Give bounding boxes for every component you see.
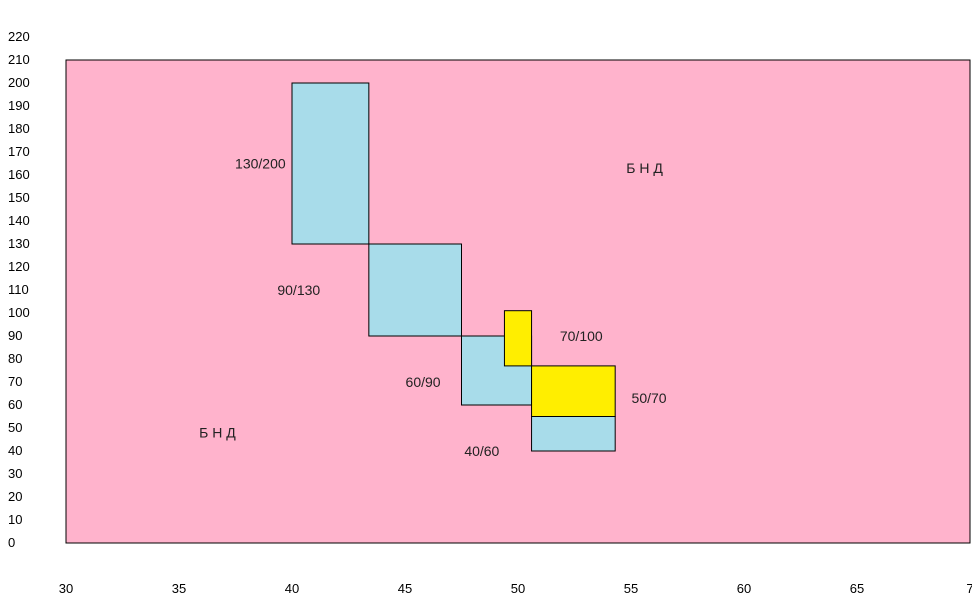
x-tick-label: 55	[624, 581, 638, 596]
y-tick-label: 150	[8, 190, 30, 205]
y-tick-label: 0	[8, 535, 15, 550]
y-tick-label: 130	[8, 236, 30, 251]
x-tick-label: 30	[59, 581, 73, 596]
x-tick-label: 40	[285, 581, 299, 596]
y-tick-label: 160	[8, 167, 30, 182]
region-50-70	[531, 365, 616, 417]
region-90-130	[368, 243, 462, 337]
y-tick-label: 200	[8, 75, 30, 90]
y-tick-label: 70	[8, 374, 22, 389]
y-tick-label: 110	[8, 282, 29, 297]
y-tick-label: 30	[8, 466, 22, 481]
region-130-200	[291, 82, 370, 245]
y-tick-label: 190	[8, 98, 30, 113]
y-tick-label: 60	[8, 397, 22, 412]
annotation-label: 90/130	[277, 282, 320, 298]
x-tick-label: 35	[172, 581, 186, 596]
y-tick-label: 140	[8, 213, 30, 228]
y-tick-label: 180	[8, 121, 30, 136]
y-tick-label: 90	[8, 328, 22, 343]
y-tick-label: 170	[8, 144, 30, 159]
annotation-label: 70/100	[560, 328, 603, 344]
annotation-label: Б Н Д	[626, 160, 663, 176]
y-tick-label: 80	[8, 351, 22, 366]
annotation-label: 40/60	[464, 443, 499, 459]
annotation-label: 60/90	[406, 374, 441, 390]
annotation-label: 50/70	[632, 390, 667, 406]
annotation-label: 130/200	[235, 156, 286, 172]
y-tick-label: 220	[8, 29, 30, 44]
y-tick-label: 10	[8, 512, 22, 527]
region-70-100	[503, 310, 533, 367]
x-tick-label: 50	[511, 581, 525, 596]
y-tick-label: 40	[8, 443, 22, 458]
x-tick-label: 60	[737, 581, 751, 596]
region-40-60	[531, 416, 616, 452]
plot-area-background	[65, 59, 971, 544]
y-tick-label: 210	[8, 52, 30, 67]
y-tick-label: 100	[8, 305, 30, 320]
y-tick-label: 20	[8, 489, 22, 504]
y-tick-label: 120	[8, 259, 30, 274]
regions-layer	[291, 82, 616, 452]
x-tick-label: 65	[850, 581, 864, 596]
annotations-layer: 130/200 90/130 60/90 40/60 70/100 50/70 Б Н Д Б…	[199, 156, 667, 460]
y-axis-ticks: 0 10 20 30 40 50 60 70 80 90 100 110 120 130 140 150 160…	[8, 29, 30, 550]
x-tick-label: 45	[398, 581, 412, 596]
x-tick-label: 7	[966, 581, 972, 596]
x-axis-ticks: 30 35 40 45 50 55 60 65 7	[59, 581, 972, 596]
annotation-label: Б Н Д	[199, 425, 236, 441]
y-tick-label: 50	[8, 420, 22, 435]
